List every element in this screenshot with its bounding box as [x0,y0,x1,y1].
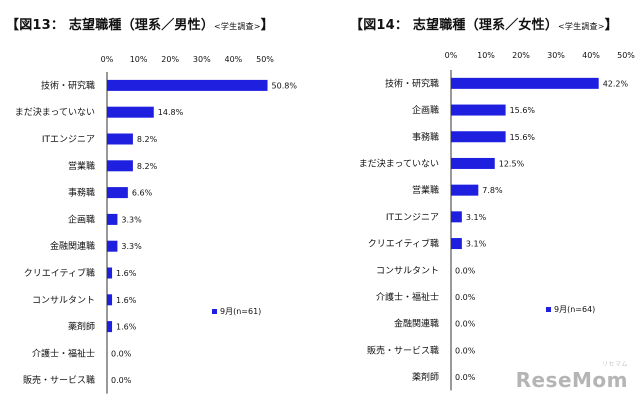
category-label: 営業職 [412,184,439,196]
category-label: 薬剤師 [68,321,95,333]
value-label: 7.8% [482,186,503,195]
x-tick-label: 40% [582,51,600,60]
bar [107,213,118,225]
category-label: 販売・サービス職 [23,374,95,386]
value-label: 3.3% [121,215,142,224]
bar [107,267,113,279]
value-label: 6.6% [132,189,153,198]
chart-title: 【図13： 志望職種（理系／男性）<学生調査>】 [6,18,274,33]
x-tick-label: 50% [617,51,635,60]
category-label: 事務職 [412,131,439,143]
category-label: 金融関連職 [394,318,439,330]
x-tick-label: 20% [512,51,530,60]
bar [451,238,462,250]
value-label: 3.1% [466,240,487,249]
category-label: 薬剤師 [412,371,439,383]
category-label: まだ決まっていない [359,157,439,169]
value-label: 0.0% [111,349,132,358]
x-tick-label: 20% [161,55,179,64]
category-label: 企画職 [68,213,95,225]
value-label: 12.5% [499,159,525,168]
chart-title: 【図14： 志望職種（理系／女性）<学生調査>】 [350,18,618,33]
value-label: 8.2% [137,135,158,144]
value-label: 15.6% [510,133,536,142]
category-label: 販売・サービス職 [367,344,439,356]
bar [107,187,128,199]
bar [451,184,479,196]
category-label: コンサルタント [376,265,439,276]
chart-subtitle: <学生調査> [214,22,261,31]
category-label: 営業職 [68,160,95,172]
category-label: 技術・研究職 [41,79,95,91]
value-label: 0.0% [111,376,132,385]
logo-kana: リセマム [601,361,628,368]
x-tick-label: 50% [256,55,274,64]
bar [107,321,113,333]
bar [107,240,118,252]
category-label: クリエイティブ職 [368,238,439,250]
value-label: 0.0% [455,266,476,275]
value-label: 1.6% [116,269,137,278]
category-label: まだ決まっていない [15,106,95,118]
resemom-logo: ReseMom リセマム [515,361,628,392]
bar-chart-svg: 0% 10% 20% 30% 40% 50% 技術・研究職 42.2% 企画職 15.6% 事務職 1… [359,51,635,391]
value-label: 15.6% [510,106,536,115]
x-tick-label: 30% [547,51,565,60]
chart-subtitle: <学生調査> [558,22,605,31]
bar [107,294,113,306]
legend-label: 9月(n=61) [220,307,261,316]
category-label: ITエンジニア [42,135,95,145]
category-label: 技術・研究職 [385,77,439,89]
category-label: 金融関連職 [50,240,95,252]
bar [107,106,154,118]
value-label: 0.0% [455,373,476,382]
value-label: 8.2% [137,162,158,171]
x-tick-label: 40% [225,55,243,64]
bar [451,77,599,89]
category-label: 事務職 [68,187,95,199]
chart-female-science: 【図14： 志望職種（理系／女性）<学生調査>】 0% 10% 20% 30% 40% 5… [320,0,640,400]
legend-swatch [546,307,551,312]
category-label: 企画職 [412,104,439,116]
bar [107,133,133,145]
value-label: 0.0% [455,320,476,329]
value-label: 14.8% [158,108,184,117]
value-label: 42.2% [603,79,629,88]
bar [451,157,495,169]
legend-swatch [212,309,217,314]
category-label: クリエイティブ職 [24,267,95,279]
value-label: 1.6% [116,296,137,305]
value-label: 0.0% [455,293,476,302]
category-label: 介護士・福祉士 [32,347,95,359]
legend-label: 9月(n=64) [554,305,595,314]
x-tick-label: 30% [193,55,211,64]
value-label: 0.0% [455,346,476,355]
category-label: 介護士・福祉士 [376,291,439,303]
bar-chart-svg: 0% 10% 20% 30% 40% 50% 技術・研究職 50.8% まだ決まっていない 14.… [15,55,298,394]
x-tick-label: 10% [130,55,148,64]
value-label: 3.1% [466,213,487,222]
category-label: ITエンジニア [386,213,439,223]
bar [451,211,462,223]
bar [451,104,506,116]
bar [107,79,268,91]
value-label: 1.6% [116,323,137,332]
bar [451,131,506,143]
x-tick-label: 0% [445,51,458,60]
bar [107,160,133,172]
chart-male-science: 【図13： 志望職種（理系／男性）<学生調査>】 0% 10% 20% 30% 40% 5… [6,18,298,394]
x-tick-label: 0% [101,55,114,64]
value-label: 3.3% [121,242,142,251]
value-label: 50.8% [272,81,298,90]
x-tick-label: 10% [477,51,495,60]
category-label: コンサルタント [32,295,95,306]
